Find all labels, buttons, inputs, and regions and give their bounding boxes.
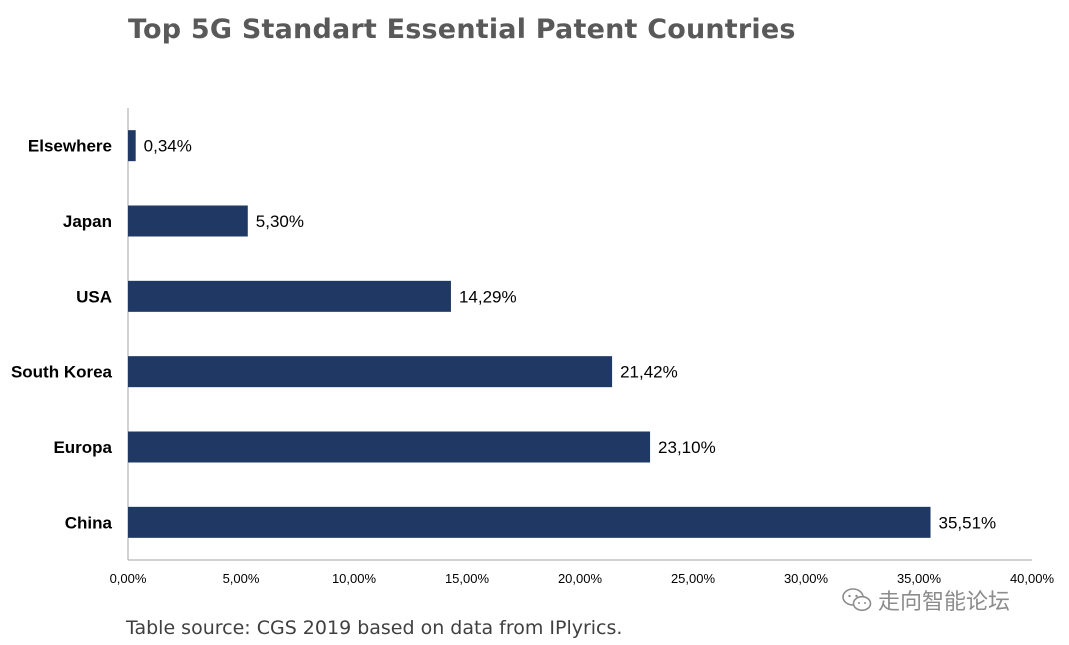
y-category-label: South Korea xyxy=(11,363,113,382)
x-tick-label: 25,00% xyxy=(671,571,716,586)
y-category-label: USA xyxy=(76,287,112,306)
y-category-label: Japan xyxy=(63,212,112,231)
bar xyxy=(128,356,613,388)
bar xyxy=(128,431,651,463)
bar-value-label: 5,30% xyxy=(256,212,304,231)
wechat-icon xyxy=(842,588,872,612)
x-tick-label: 35,00% xyxy=(897,571,942,586)
x-tick-label: 15,00% xyxy=(445,571,490,586)
bar-value-label: 0,34% xyxy=(144,137,192,156)
bar-value-label: 21,42% xyxy=(620,363,678,382)
source-note: Table source: CGS 2019 based on data fro… xyxy=(126,617,623,639)
bar-value-label: 35,51% xyxy=(939,513,997,532)
watermark-text: 走向智能论坛 xyxy=(878,590,1011,615)
x-tick-label: 0,00% xyxy=(110,571,147,586)
bar-value-label: 14,29% xyxy=(459,287,517,306)
bar xyxy=(128,130,136,162)
x-tick-label: 20,00% xyxy=(558,571,603,586)
chart-title: Top 5G Standart Essential Patent Countri… xyxy=(128,14,796,45)
y-category-label: Europa xyxy=(53,438,112,457)
bar-value-label: 23,10% xyxy=(658,438,716,457)
y-category-label: China xyxy=(65,513,113,532)
x-tick-label: 5,00% xyxy=(223,571,260,586)
x-tick-label: 40,00% xyxy=(1010,571,1055,586)
watermark: 走向智能论坛 xyxy=(842,584,1010,616)
x-tick-label: 30,00% xyxy=(784,571,829,586)
bar xyxy=(128,205,248,237)
x-tick-label: 10,00% xyxy=(332,571,377,586)
bar xyxy=(128,280,451,312)
y-category-label: Elsewhere xyxy=(28,137,112,156)
bar xyxy=(128,506,931,538)
